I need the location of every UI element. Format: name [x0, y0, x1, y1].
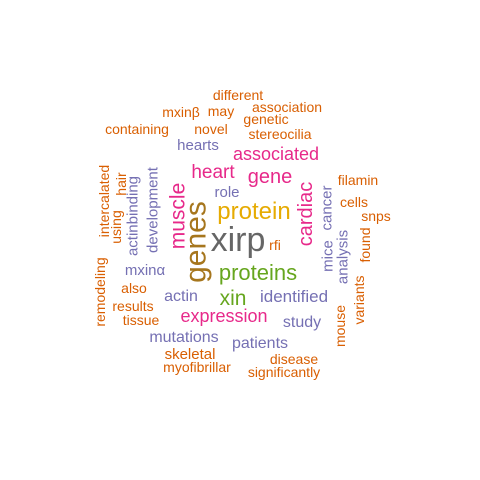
word-different: different — [213, 87, 263, 103]
word-containing: containing — [105, 121, 169, 137]
word-myofibrillar: myofibrillar — [163, 359, 231, 375]
word-identified: identified — [260, 287, 328, 306]
word-also: also — [121, 280, 147, 296]
word-association: association — [252, 99, 322, 115]
word-may: may — [208, 103, 234, 119]
word-genetic: genetic — [243, 111, 288, 127]
word-gene: gene — [248, 166, 293, 188]
word-rfi: rfi — [269, 237, 281, 253]
word-actin: actin — [164, 288, 198, 305]
word-actinbinding: actinbinding — [125, 176, 142, 256]
word-mice: mice — [320, 240, 337, 272]
word-xirp: xirp — [211, 221, 266, 259]
word-significantly: significantly — [248, 364, 320, 380]
word-hair: hair — [113, 172, 129, 196]
word-skeletal: skeletal — [165, 346, 216, 363]
word-heart: heart — [191, 162, 235, 183]
word-hearts: hearts — [177, 137, 219, 154]
word-mxinalpha: mxinα — [125, 262, 166, 279]
word-protein: protein — [217, 198, 290, 225]
word-mutations: mutations — [149, 329, 218, 346]
word-found: found — [357, 227, 373, 262]
word-study: study — [283, 314, 321, 331]
word-associated: associated — [233, 144, 319, 164]
word-analysis: analysis — [335, 230, 352, 284]
word-remodeling: remodeling — [92, 257, 108, 326]
word-xin: xin — [220, 287, 247, 310]
word-expression: expression — [180, 306, 267, 326]
word-mouse: mouse — [332, 305, 348, 347]
word-genes: genes — [180, 201, 213, 283]
word-cells: cells — [340, 194, 368, 210]
word-proteins: proteins — [219, 260, 297, 285]
word-variants: variants — [351, 275, 367, 324]
word-snps: snps — [361, 208, 391, 224]
word-mxinbeta: mxinβ — [162, 104, 200, 120]
word-role: role — [214, 184, 239, 201]
word-development: development — [145, 166, 162, 253]
word-cancer: cancer — [319, 185, 336, 230]
word-tissue: tissue — [123, 312, 160, 328]
word-using: using — [108, 210, 124, 243]
word-disease: disease — [270, 351, 318, 367]
word-stereocilia: stereocilia — [248, 126, 311, 142]
word-results: results — [112, 298, 153, 314]
word-novel: novel — [194, 121, 227, 137]
word-muscle: muscle — [167, 183, 190, 250]
word-patients: patients — [232, 335, 288, 352]
word-cardiac: cardiac — [295, 182, 317, 246]
word-intercalated: intercalated — [96, 165, 112, 237]
word-filamin: filamin — [338, 172, 378, 188]
